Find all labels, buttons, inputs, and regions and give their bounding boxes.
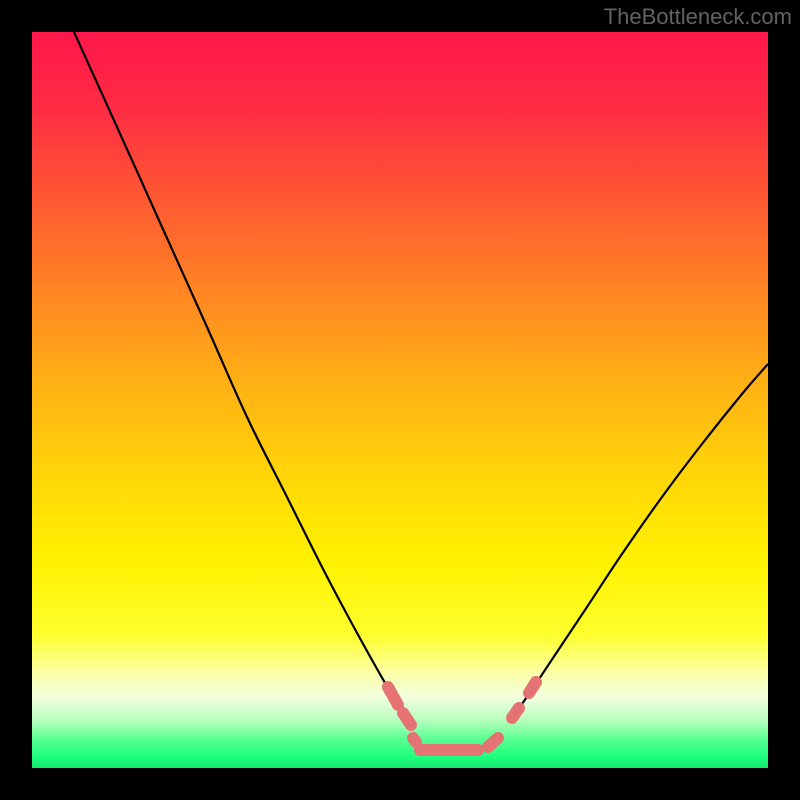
watermark-text: TheBottleneck.com bbox=[604, 4, 792, 30]
chart-container: TheBottleneck.com bbox=[0, 0, 800, 800]
bottleneck-chart bbox=[0, 0, 800, 800]
